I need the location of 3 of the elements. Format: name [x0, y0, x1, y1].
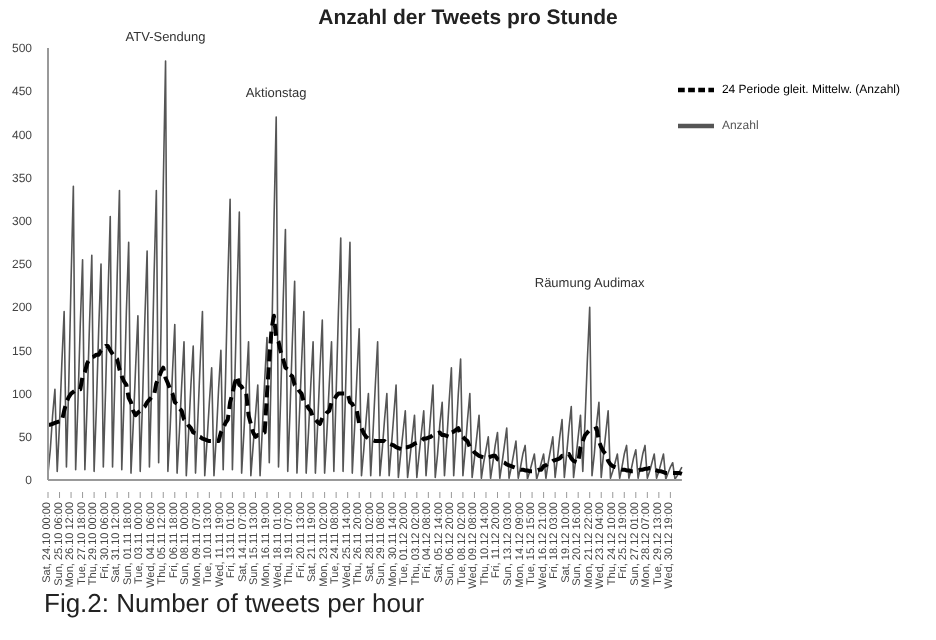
- caption: Fig.2: Number of tweets per hour: [44, 588, 425, 618]
- chart-title: Anzahl der Tweets pro Stunde: [316, 6, 620, 30]
- line-series: [46, 313, 684, 476]
